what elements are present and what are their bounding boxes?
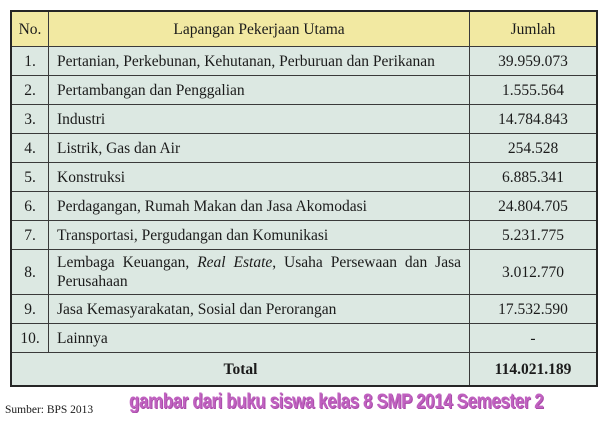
row-field-label: Industri bbox=[48, 104, 470, 134]
table-row: 1. Pertanian, Perkebunan, Kehutanan, Perb… bbox=[10, 46, 598, 76]
row-amount: 5.231.775 bbox=[469, 220, 598, 250]
row-amount: 39.959.073 bbox=[469, 46, 598, 76]
row-field-label: Listrik, Gas dan Air bbox=[48, 133, 470, 163]
row-amount: 254.528 bbox=[469, 133, 598, 163]
total-amount: 114.021.189 bbox=[469, 352, 598, 387]
table-row: 4. Listrik, Gas dan Air 254.528 bbox=[10, 133, 598, 163]
header-no: No. bbox=[10, 10, 49, 47]
row-number: 6. bbox=[10, 191, 49, 221]
table-bottom-border-overlay bbox=[10, 385, 598, 387]
row-field-segment: Listrik, Gas dan Air bbox=[57, 139, 181, 157]
row-number: 5. bbox=[10, 162, 49, 192]
row-number: 1. bbox=[10, 46, 49, 76]
total-row: Total 114.021.189 bbox=[10, 352, 598, 387]
table-row: 6. Perdagangan, Rumah Makan dan Jasa Akom… bbox=[10, 191, 598, 221]
row-field-italic-segment: Real Estate bbox=[197, 254, 273, 271]
row-field-segment: , Usaha Persewaan dan Jasa Perusahaan bbox=[57, 254, 461, 290]
row-field-label: Perdagangan, Rumah Makan dan Jasa Akomod… bbox=[48, 191, 470, 221]
row-amount: 24.804.705 bbox=[469, 191, 598, 221]
row-number: 8. bbox=[10, 249, 49, 295]
row-number: 10. bbox=[10, 323, 49, 353]
row-field-label: Konstruksi bbox=[48, 162, 470, 192]
row-field-label: Transportasi, Pergudangan dan Komunikasi bbox=[48, 220, 470, 250]
row-amount: 6.885.341 bbox=[469, 162, 598, 192]
table-row: 2. Pertambangan dan Penggalian 1.555.564 bbox=[10, 75, 598, 105]
header-row: No. Lapangan Pekerjaan Utama Jumlah bbox=[10, 10, 598, 47]
table-row: 10. Lainnya - bbox=[10, 323, 598, 353]
row-field-label: Pertambangan dan Penggalian bbox=[48, 75, 470, 105]
table-row: 3. Industri 14.784.843 bbox=[10, 104, 598, 134]
table-row: 7. Transportasi, Pergudangan dan Komunika… bbox=[10, 220, 598, 250]
row-number: 7. bbox=[10, 220, 49, 250]
row-field-label: Lainnya bbox=[48, 323, 470, 353]
row-amount: 1.555.564 bbox=[469, 75, 598, 105]
row-field-segment: Jasa Kemasyarakatan, Sosial dan Perorang… bbox=[57, 300, 337, 318]
row-field-label: Jasa Kemasyarakatan, Sosial dan Perorang… bbox=[48, 294, 470, 324]
row-field-segment: Pertanian, Perkebunan, Kehutanan, Perbur… bbox=[57, 52, 435, 70]
row-field-label: Lembaga Keuangan, Real Estate, Usaha Per… bbox=[48, 249, 470, 295]
row-field-segment: Perdagangan, Rumah Makan dan Jasa Akomod… bbox=[57, 197, 367, 215]
row-field-segment: Pertambangan dan Penggalian bbox=[57, 81, 245, 99]
row-field-segment: Lainnya bbox=[57, 329, 108, 347]
employment-table: No. Lapangan Pekerjaan Utama Jumlah 1. Pe… bbox=[10, 10, 598, 387]
table-row: 8. Lembaga Keuangan, Real Estate, Usaha P… bbox=[10, 249, 598, 295]
row-amount: 3.012.770 bbox=[469, 249, 598, 295]
source-note: Sumber: BPS 2013 bbox=[5, 404, 94, 416]
row-number: 4. bbox=[10, 133, 49, 163]
row-field-segment: Industri bbox=[57, 110, 106, 128]
row-field-segment: Lembaga Keuangan, bbox=[57, 254, 198, 271]
row-amount: 14.784.843 bbox=[469, 104, 598, 134]
header-field: Lapangan Pekerjaan Utama bbox=[48, 10, 470, 47]
row-number: 2. bbox=[10, 75, 49, 105]
watermark-text: gambar dari buku siswa kelas 8 SMP 2014 … bbox=[129, 389, 544, 413]
row-field-label: Pertanian, Perkebunan, Kehutanan, Perbur… bbox=[48, 46, 470, 76]
row-field-segment: Transportasi, Pergudangan dan Komunikasi bbox=[57, 226, 329, 244]
table-row: 9. Jasa Kemasyarakatan, Sosial dan Perora… bbox=[10, 294, 598, 324]
row-number: 3. bbox=[10, 104, 49, 134]
row-amount: 17.532.590 bbox=[469, 294, 598, 324]
header-amount: Jumlah bbox=[469, 10, 598, 47]
row-number: 9. bbox=[10, 294, 49, 324]
table-row: 5. Konstruksi 6.885.341 bbox=[10, 162, 598, 192]
table-body: 1. Pertanian, Perkebunan, Kehutanan, Perb… bbox=[10, 46, 598, 353]
row-field-segment: Konstruksi bbox=[57, 168, 126, 186]
row-amount: - bbox=[469, 323, 598, 353]
total-label: Total bbox=[10, 352, 470, 387]
